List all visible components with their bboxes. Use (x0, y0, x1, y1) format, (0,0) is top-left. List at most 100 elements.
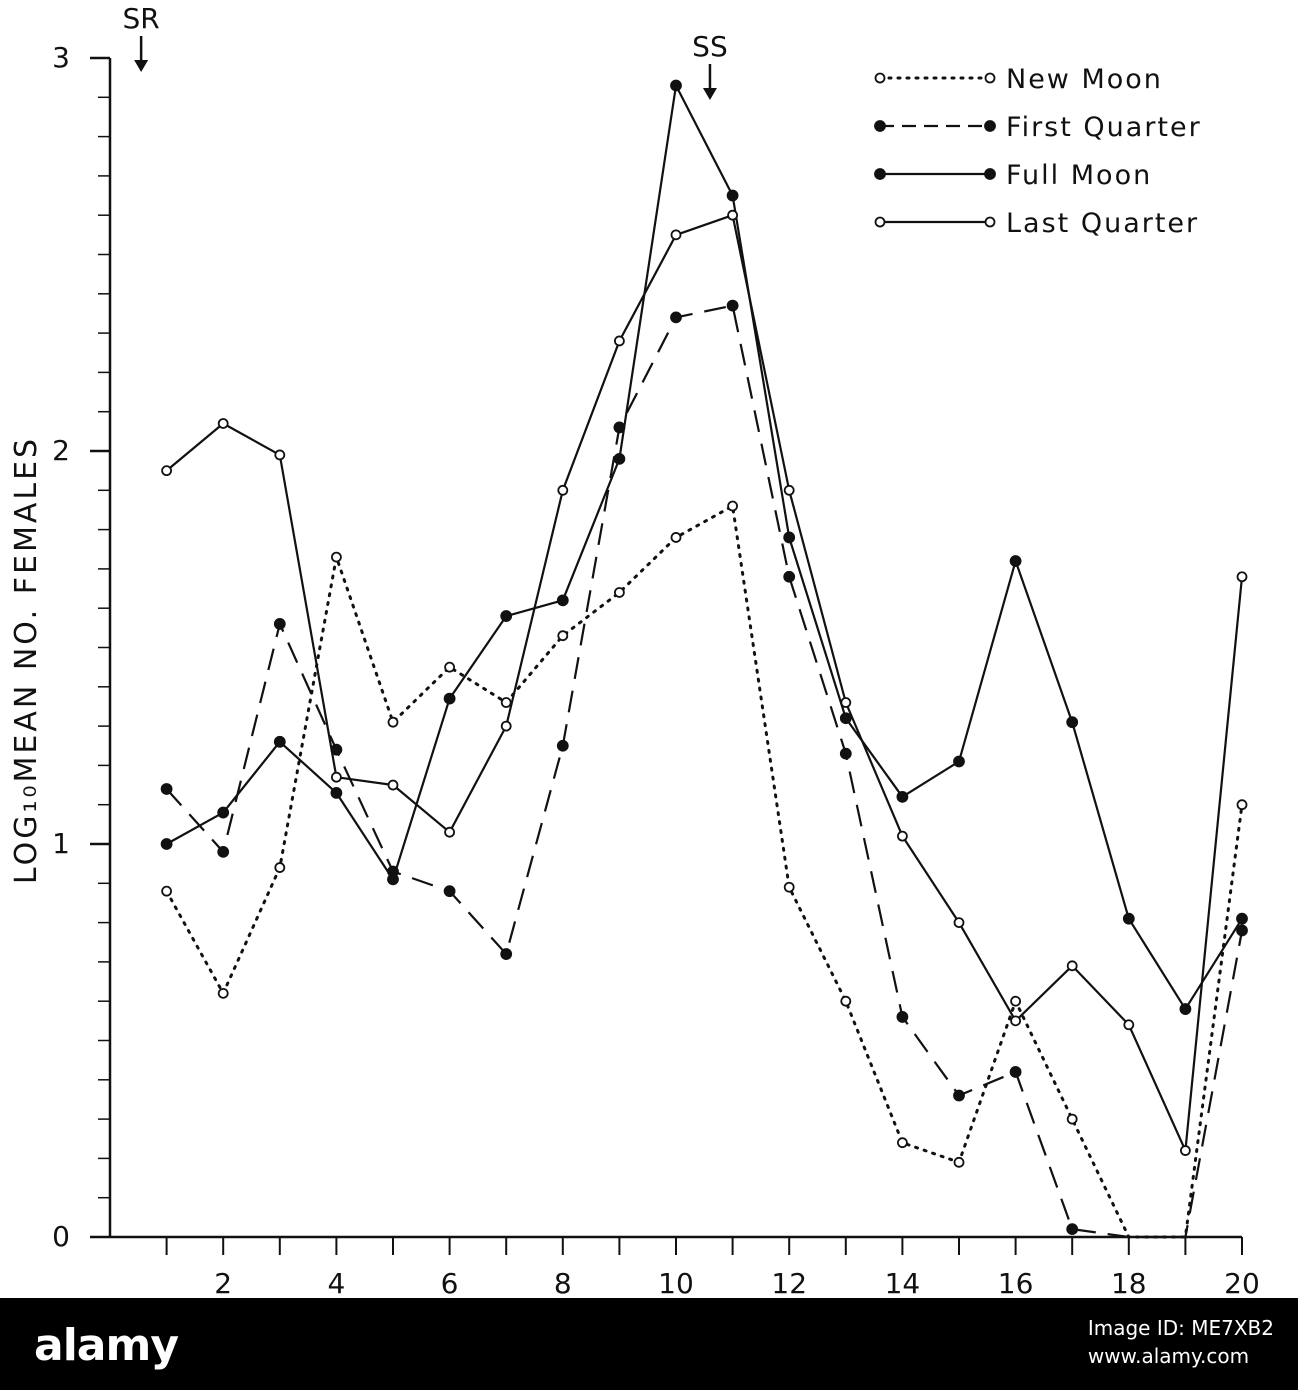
y-axis-label: LOG₁₀MEAN NO. FEMALES (9, 436, 44, 884)
data-point (500, 720, 512, 732)
data-point (443, 692, 456, 705)
data-point (1066, 1223, 1079, 1236)
data-point (1179, 1003, 1192, 1015)
x-tick-label: 16 (998, 1267, 1034, 1298)
legend-swatch-marker (984, 168, 996, 180)
watermark-info: Image ID: ME7XB2 www.alamy.com (1088, 1314, 1274, 1370)
data-point (727, 500, 738, 512)
data-point (613, 452, 626, 465)
x-tick-label: 12 (771, 1267, 807, 1298)
series-line (166, 84, 1243, 1011)
data-point (1009, 1066, 1022, 1078)
series-layer (160, 79, 1248, 1239)
data-point (274, 862, 286, 873)
data-point (387, 873, 399, 886)
data-point (1122, 912, 1135, 925)
legend-swatch-marker (984, 120, 996, 132)
x-tick-label: 4 (327, 1267, 345, 1298)
legend-label: First Quarter (1006, 112, 1202, 143)
y-tick-label: 1 (52, 827, 70, 860)
y-tick-label: 2 (52, 434, 70, 467)
legend-label: Full Moon (1006, 160, 1152, 191)
data-point (443, 885, 456, 898)
data-point (217, 806, 230, 819)
data-point (614, 587, 625, 598)
data-point (783, 484, 795, 496)
legend-swatch-marker (874, 216, 886, 228)
annotation-label: SS (692, 30, 728, 63)
data-point (840, 697, 852, 708)
legend-entry: Full Moon (874, 160, 1152, 191)
watermark-image-id: Image ID: ME7XB2 (1087, 1316, 1274, 1340)
data-point (1236, 912, 1248, 925)
data-point (387, 779, 399, 791)
annotation-ss: SS (692, 30, 728, 100)
data-point (839, 747, 852, 760)
x-tick-label: 18 (1111, 1267, 1147, 1298)
data-point (387, 716, 399, 728)
data-point (217, 845, 230, 858)
data-point (556, 594, 569, 607)
chart-area: 0 1 2 3 2 4 6 8 10 12 14 16 18 20 New Moon First Quart… (9, 2, 1260, 1298)
data-point (557, 484, 569, 496)
data-point (1180, 1145, 1191, 1156)
data-point (953, 1156, 965, 1168)
data-point (783, 531, 796, 544)
series-new-moon (161, 500, 1248, 1239)
data-point (217, 418, 229, 429)
legend-entry: New Moon (874, 64, 1163, 95)
watermark-logo: alamy (34, 1320, 179, 1371)
y-tick-label: 0 (52, 1220, 70, 1253)
x-tick-label: 2 (214, 1267, 232, 1298)
annotations: SR SS (123, 2, 728, 100)
annotation-arrow-head (134, 60, 149, 72)
x-tick-label: 20 (1224, 1267, 1260, 1298)
legend-swatch-marker (984, 216, 996, 228)
y-tick-label: 3 (52, 41, 70, 74)
data-point (330, 551, 342, 563)
data-point (1236, 799, 1248, 811)
x-tick-label: 10 (658, 1267, 694, 1298)
legend-swatch-marker (984, 72, 996, 84)
data-point (953, 1089, 965, 1102)
legend-entry: First Quarter (874, 112, 1202, 143)
data-point (897, 830, 908, 842)
data-point (670, 532, 682, 543)
data-point (783, 570, 796, 583)
data-point (500, 697, 512, 708)
data-point (161, 465, 173, 477)
data-point (726, 299, 739, 312)
data-point (727, 209, 738, 221)
x-tick-label: 14 (885, 1267, 921, 1298)
data-point (1066, 716, 1079, 729)
annotation-arrow-head (702, 88, 717, 100)
annotation-label: SR (123, 2, 160, 35)
data-point (274, 449, 286, 461)
data-point (160, 838, 173, 850)
data-point (444, 661, 456, 673)
x-tick-label: 8 (554, 1267, 572, 1298)
data-point (273, 735, 286, 748)
legend-label: New Moon (1006, 64, 1163, 95)
data-point (1066, 1113, 1078, 1125)
data-point (839, 712, 852, 725)
data-point (1009, 555, 1022, 567)
watermark-url: www.alamy.com (1087, 1344, 1250, 1368)
data-point (444, 826, 456, 838)
data-point (1236, 924, 1248, 937)
annotation-sr: SR (123, 2, 160, 72)
data-point (896, 790, 909, 803)
data-point (161, 885, 173, 897)
data-point (557, 630, 569, 642)
data-point (273, 618, 286, 630)
data-point (1010, 995, 1021, 1007)
series-line (165, 504, 1244, 1239)
watermark-bar: alamy Image ID: ME7XB2 www.alamy.com (0, 1298, 1298, 1390)
data-point (1236, 571, 1248, 583)
data-point (1010, 1015, 1021, 1027)
data-point (953, 755, 965, 768)
data-point (556, 739, 569, 752)
data-point (500, 610, 513, 622)
